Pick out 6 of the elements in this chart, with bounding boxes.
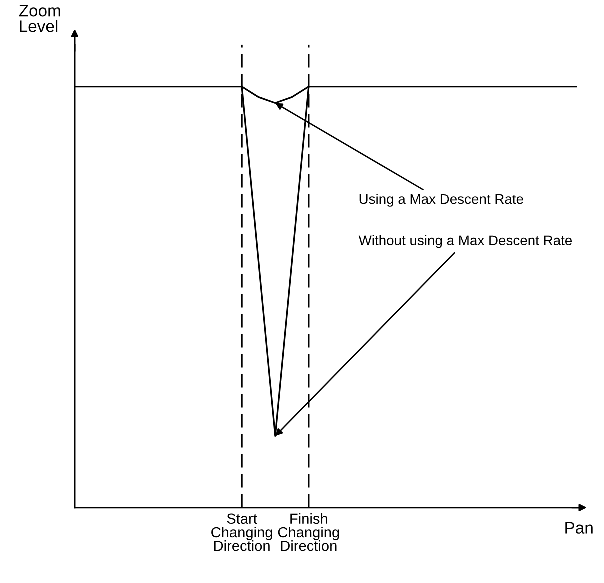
x-tick-label: Finish Changing Direction <box>278 513 340 552</box>
annotation: Using a Max Descent Rate <box>360 194 524 207</box>
annotation: Without using a Max Descent Rate <box>358 235 572 248</box>
y-axis-title: Zoom Level <box>19 5 60 32</box>
x-tick-label: Start Changing Direction <box>212 514 272 552</box>
x-axis-title: Pan <box>566 522 593 534</box>
